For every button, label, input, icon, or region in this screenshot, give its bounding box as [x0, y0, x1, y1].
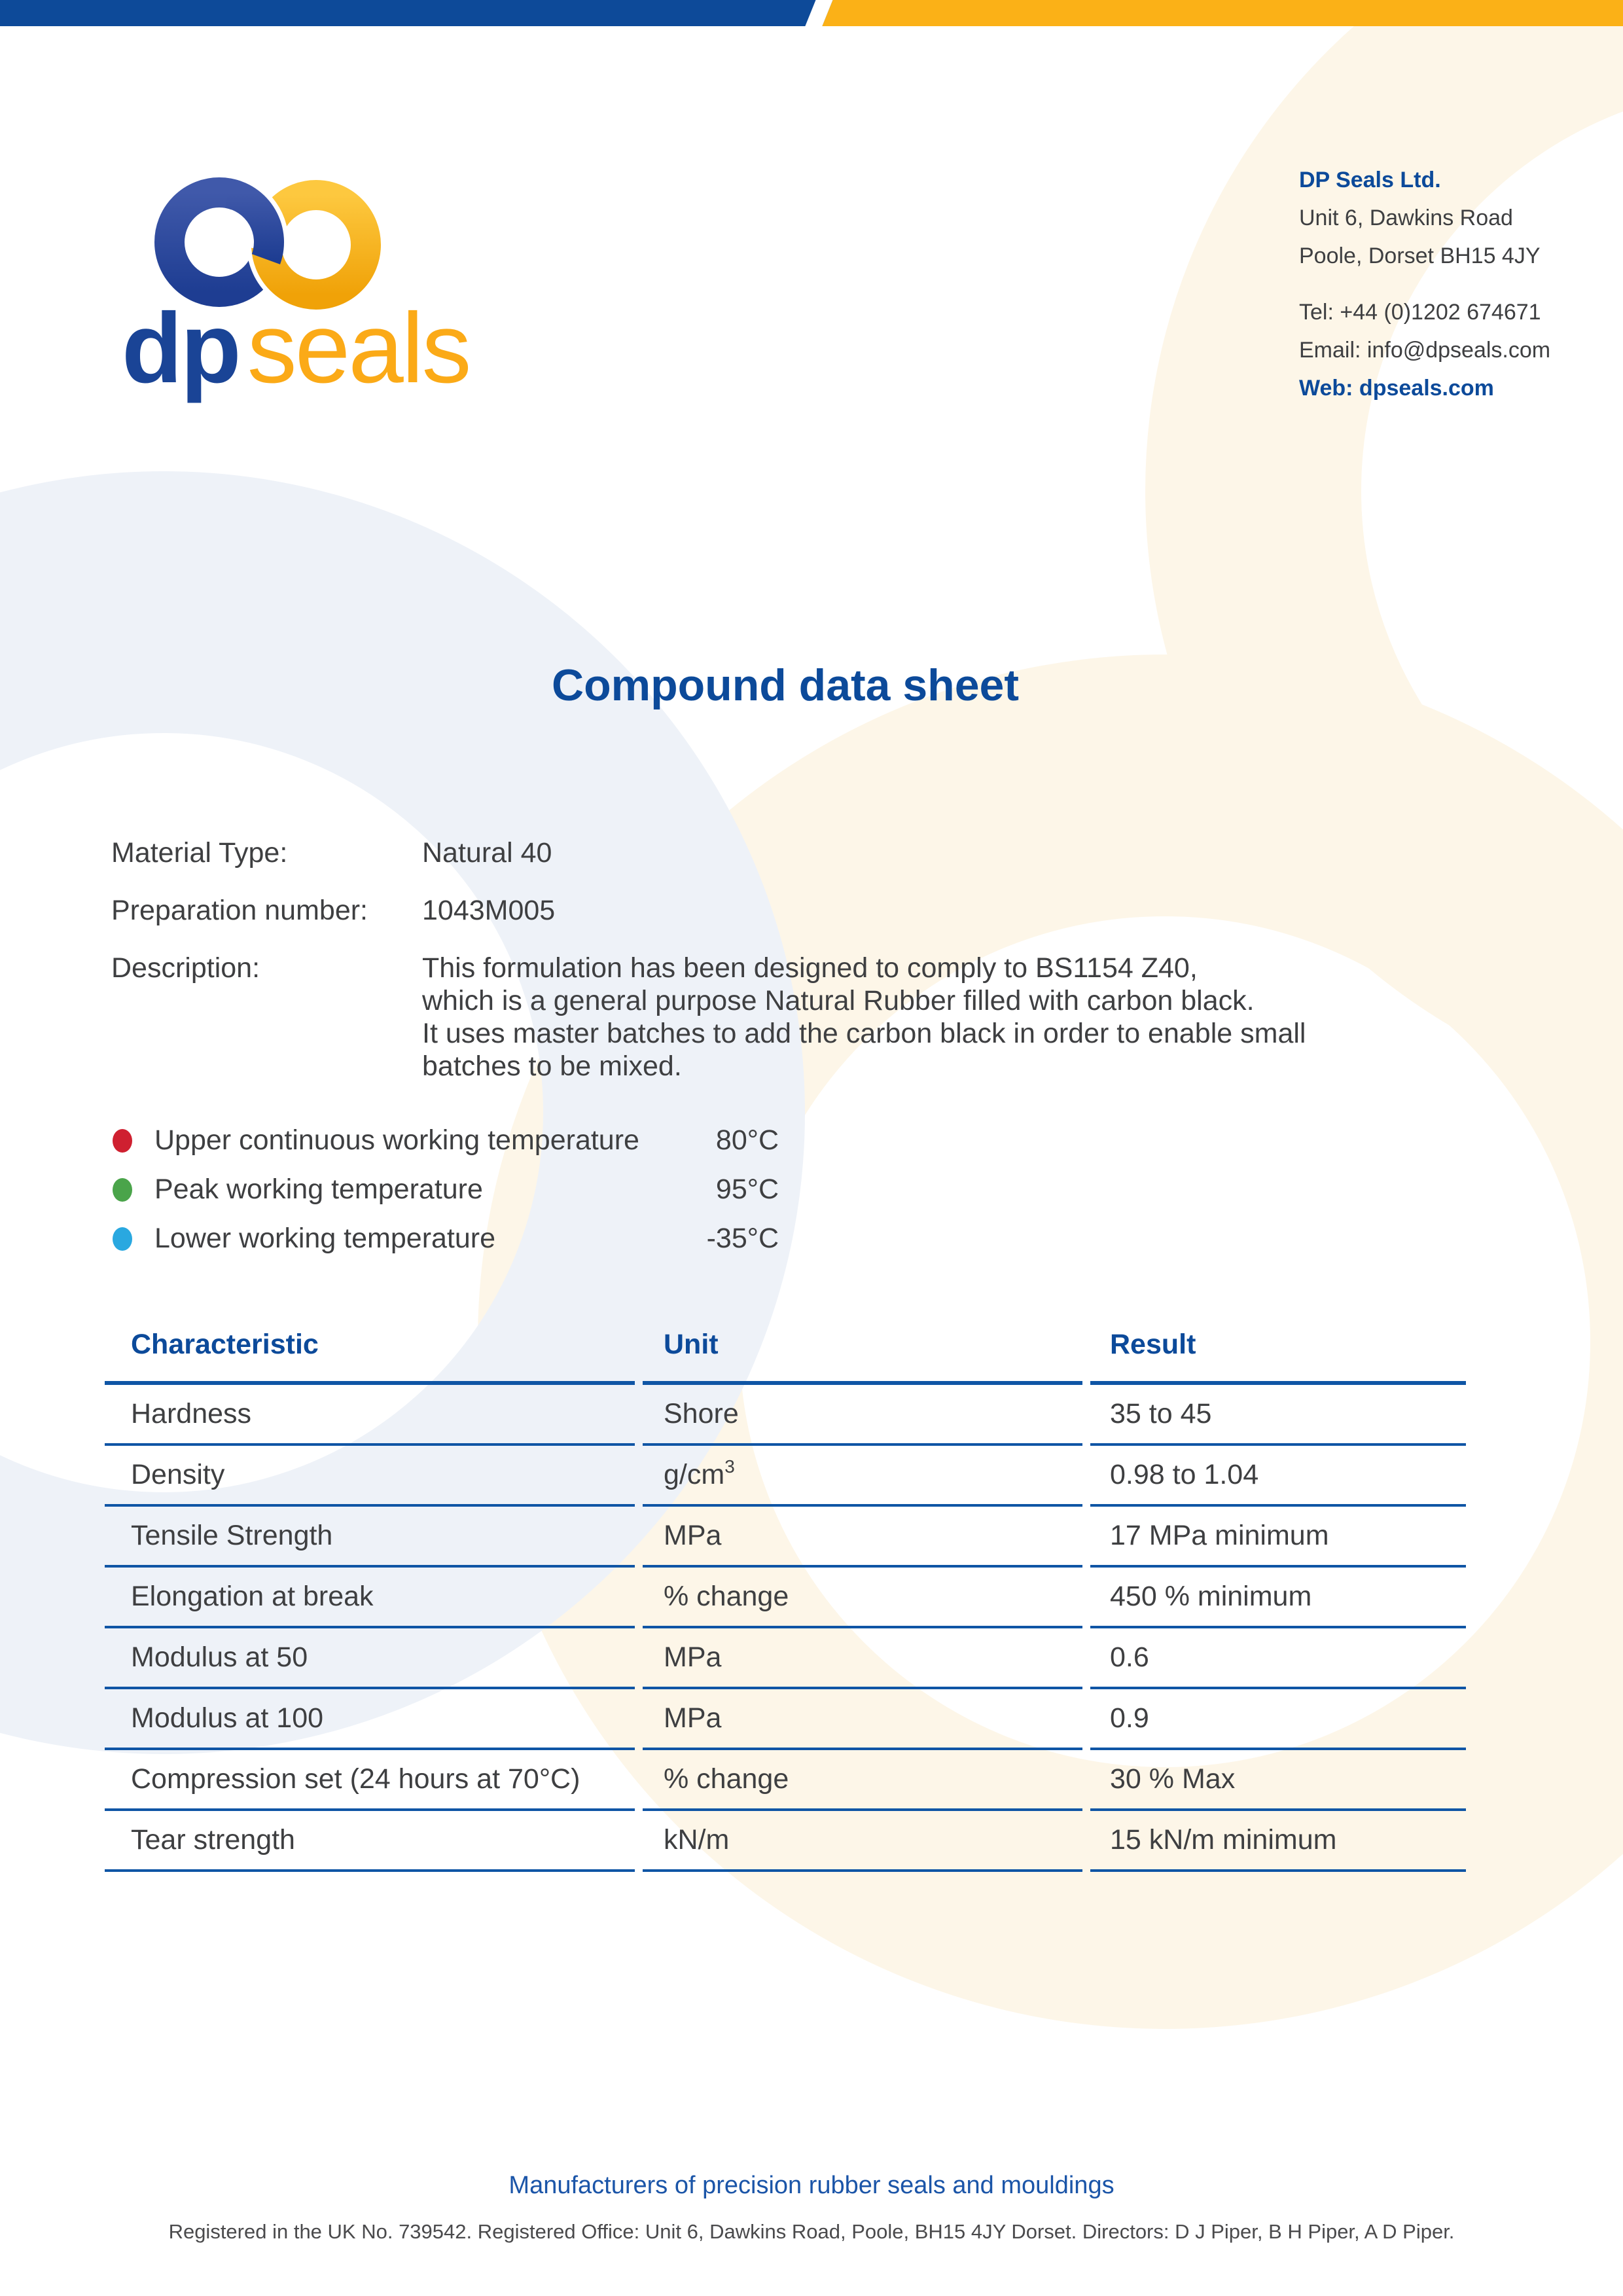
- table-header-unit: Unit: [643, 1321, 1082, 1385]
- table-cell-unit: kN/m: [643, 1811, 1082, 1872]
- dp-seals-rings-icon: [154, 175, 385, 314]
- table-cell-result: 35 to 45: [1090, 1385, 1466, 1446]
- table-cell-result: 15 kN/m minimum: [1090, 1811, 1466, 1872]
- temperature-value: 80°C: [715, 1124, 779, 1156]
- description-line: It uses master batches to add the carbon…: [422, 1018, 1306, 1049]
- bullet-dot-icon: [113, 1128, 132, 1153]
- table-cell-unit: Shore: [643, 1385, 1082, 1446]
- preparation-number-row: Preparation number: 1043M005: [111, 894, 1368, 927]
- contact-tel: Tel: +44 (0)1202 674671: [1299, 300, 1541, 325]
- logo-wordmark-seals: seals: [247, 293, 472, 404]
- contact-web: Web: dpseals.com: [1299, 376, 1494, 401]
- table-cell-characteristic: Compression set (24 hours at 70°C): [105, 1750, 635, 1811]
- temperature-value: 95°C: [715, 1174, 779, 1205]
- description-line: This formulation has been designed to co…: [422, 952, 1198, 984]
- description-line: which is a general purpose Natural Rubbe…: [422, 985, 1255, 1016]
- table-cell-result: 30 % Max: [1090, 1750, 1466, 1811]
- contact-email: Email: info@dpseals.com: [1299, 338, 1551, 363]
- temperature-label: Upper continuous working temperature: [154, 1124, 639, 1156]
- temperature-label: Lower working temperature: [154, 1223, 496, 1254]
- table-header-characteristic: Characteristic: [105, 1321, 635, 1385]
- temperature-value: -35°C: [706, 1223, 779, 1254]
- working-temperatures-list: Upper continuous working temperature 80°C…: [113, 1116, 779, 1263]
- table-cell-characteristic: Hardness: [105, 1385, 635, 1446]
- table-cell-unit: MPa: [643, 1689, 1082, 1750]
- preparation-number-value: 1043M005: [422, 895, 556, 926]
- table-cell-unit: g/cm 3: [643, 1446, 1082, 1507]
- table-cell-result: 0.6: [1090, 1628, 1466, 1689]
- table-cell-characteristic: Modulus at 100: [105, 1689, 635, 1750]
- contact-address-line2: Poole, Dorset BH15 4JY: [1299, 243, 1541, 268]
- company-logo: dpseals: [122, 157, 527, 419]
- table-cell-characteristic: Elongation at break: [105, 1568, 635, 1628]
- table-cell-unit: % change: [643, 1750, 1082, 1811]
- table-cell-result: 0.9: [1090, 1689, 1466, 1750]
- bullet-dot-icon: [113, 1177, 132, 1202]
- preparation-number-label: Preparation number:: [111, 895, 368, 926]
- superscript: 3: [724, 1456, 735, 1477]
- characteristics-table: Characteristic Unit Result Hardness Shore…: [105, 1321, 1466, 1872]
- table-cell-unit: MPa: [643, 1628, 1082, 1689]
- table-cell-unit: % change: [643, 1568, 1082, 1628]
- logo-wordmark-dp: dp: [122, 293, 241, 404]
- table-cell-result: 450 % minimum: [1090, 1568, 1466, 1628]
- contact-block: DP Seals Ltd. Unit 6, Dawkins Road Poole…: [1299, 161, 1607, 407]
- description-line: batches to be mixed.: [422, 1050, 682, 1082]
- table-cell-characteristic: Modulus at 50: [105, 1628, 635, 1689]
- footer-tagline: Manufacturers of precision rubber seals …: [508, 2172, 1115, 2199]
- temperature-item: Peak working temperature 95°C: [113, 1165, 779, 1214]
- contact-address-line1: Unit 6, Dawkins Road: [1299, 206, 1513, 230]
- table-cell-characteristic: Tensile Strength: [105, 1507, 635, 1568]
- header-bar-yellow-segment: [819, 0, 1623, 26]
- temperature-label: Peak working temperature: [154, 1174, 483, 1205]
- table-cell-characteristic: Density: [105, 1446, 635, 1507]
- table-cell-result: 17 MPa minimum: [1090, 1507, 1466, 1568]
- table-cell-characteristic: Tear strength: [105, 1811, 635, 1872]
- page-title: Compound data sheet: [551, 660, 1020, 710]
- description-row: Description: This formulation has been d…: [111, 952, 1368, 1083]
- description-label: Description:: [111, 952, 260, 984]
- material-type-row: Material Type: Natural 40: [111, 836, 1368, 869]
- material-type-label: Material Type:: [111, 837, 288, 869]
- temperature-item: Upper continuous working temperature 80°C: [113, 1116, 779, 1165]
- material-info: Material Type: Natural 40 Preparation nu…: [111, 836, 1368, 1107]
- temperature-item: Lower working temperature -35°C: [113, 1214, 779, 1263]
- logo-wordmark: dpseals: [122, 281, 472, 416]
- contact-company: DP Seals Ltd.: [1299, 168, 1441, 192]
- description-value: This formulation has been designed to co…: [422, 952, 1306, 1083]
- material-type-value: Natural 40: [422, 837, 552, 869]
- table-cell-result: 0.98 to 1.04: [1090, 1446, 1466, 1507]
- header-bar: [0, 0, 1623, 26]
- table-header-result: Result: [1090, 1321, 1466, 1385]
- table-cell-unit: MPa: [643, 1507, 1082, 1568]
- footer-registered-line: Registered in the UK No. 739542. Registe…: [168, 2220, 1455, 2243]
- bullet-dot-icon: [113, 1227, 132, 1251]
